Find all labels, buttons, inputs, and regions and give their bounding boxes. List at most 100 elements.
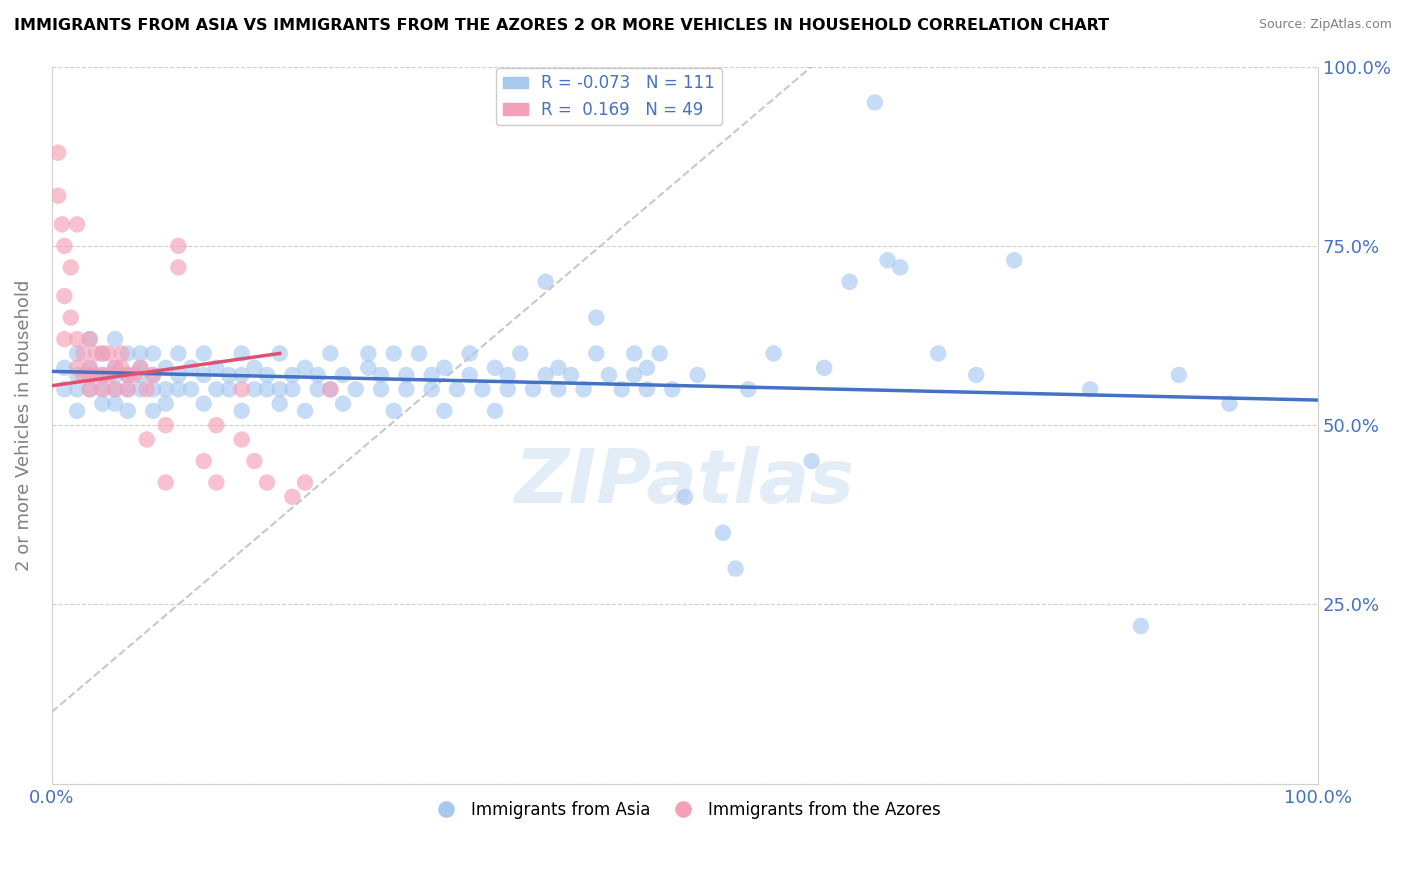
Point [673, 490, 696, 504]
Point [737, 382, 759, 396]
Point [135, 433, 157, 447]
Point [205, 418, 228, 433]
Point [142, 404, 165, 418]
Point [294, 475, 316, 490]
Point [800, 454, 823, 468]
Point [876, 253, 898, 268]
Point [319, 382, 342, 396]
Point [307, 382, 329, 396]
Point [46, 188, 69, 202]
Point [97, 346, 120, 360]
Point [547, 360, 569, 375]
Point [243, 382, 266, 396]
Point [1218, 397, 1240, 411]
Point [433, 404, 456, 418]
Point [129, 368, 152, 382]
Point [59, 310, 82, 325]
Point [256, 368, 278, 382]
Point [193, 397, 215, 411]
Point [458, 346, 481, 360]
Point [129, 360, 152, 375]
Point [72, 368, 94, 382]
Legend: Immigrants from Asia, Immigrants from the Azores: Immigrants from Asia, Immigrants from th… [422, 794, 948, 826]
Point [231, 368, 253, 382]
Point [135, 382, 157, 396]
Point [142, 382, 165, 396]
Point [711, 525, 734, 540]
Point [59, 260, 82, 275]
Point [484, 404, 506, 418]
Point [231, 404, 253, 418]
Point [167, 346, 190, 360]
Point [332, 368, 354, 382]
Point [560, 368, 582, 382]
Point [66, 368, 89, 382]
Point [231, 382, 253, 396]
Point [51, 218, 73, 232]
Point [155, 360, 177, 375]
Point [534, 368, 557, 382]
Point [484, 360, 506, 375]
Point [142, 346, 165, 360]
Point [142, 368, 165, 382]
Point [110, 360, 132, 375]
Point [117, 382, 139, 396]
Point [91, 397, 114, 411]
Point [294, 360, 316, 375]
Point [91, 382, 114, 396]
Point [357, 360, 380, 375]
Point [534, 275, 557, 289]
Point [724, 561, 747, 575]
Point [395, 368, 418, 382]
Point [193, 454, 215, 468]
Point [585, 346, 607, 360]
Point [129, 382, 152, 396]
Point [496, 368, 519, 382]
Point [496, 382, 519, 396]
Point [79, 360, 101, 375]
Point [72, 346, 94, 360]
Point [889, 260, 911, 275]
Point [256, 382, 278, 396]
Point [180, 382, 202, 396]
Point [46, 145, 69, 160]
Point [585, 310, 607, 325]
Point [1167, 368, 1189, 382]
Point [408, 346, 430, 360]
Point [231, 346, 253, 360]
Point [395, 382, 418, 396]
Point [155, 418, 177, 433]
Point [319, 382, 342, 396]
Point [117, 368, 139, 382]
Point [167, 382, 190, 396]
Point [79, 368, 101, 382]
Point [53, 382, 76, 396]
Point [66, 346, 89, 360]
Point [1002, 253, 1025, 268]
Point [357, 346, 380, 360]
Point [281, 382, 304, 396]
Point [129, 360, 152, 375]
Point [66, 332, 89, 346]
Point [458, 368, 481, 382]
Point [117, 404, 139, 418]
Point [572, 382, 595, 396]
Point [471, 382, 494, 396]
Point [167, 239, 190, 253]
Point [686, 368, 709, 382]
Point [205, 360, 228, 375]
Point [91, 382, 114, 396]
Point [193, 346, 215, 360]
Point [167, 368, 190, 382]
Point [370, 382, 392, 396]
Point [838, 275, 860, 289]
Point [91, 368, 114, 382]
Point [598, 368, 620, 382]
Point [813, 360, 835, 375]
Text: IMMIGRANTS FROM ASIA VS IMMIGRANTS FROM THE AZORES 2 OR MORE VEHICLES IN HOUSEHO: IMMIGRANTS FROM ASIA VS IMMIGRANTS FROM … [14, 18, 1109, 33]
Point [91, 368, 114, 382]
Point [79, 332, 101, 346]
Point [53, 360, 76, 375]
Point [927, 346, 949, 360]
Point [231, 433, 253, 447]
